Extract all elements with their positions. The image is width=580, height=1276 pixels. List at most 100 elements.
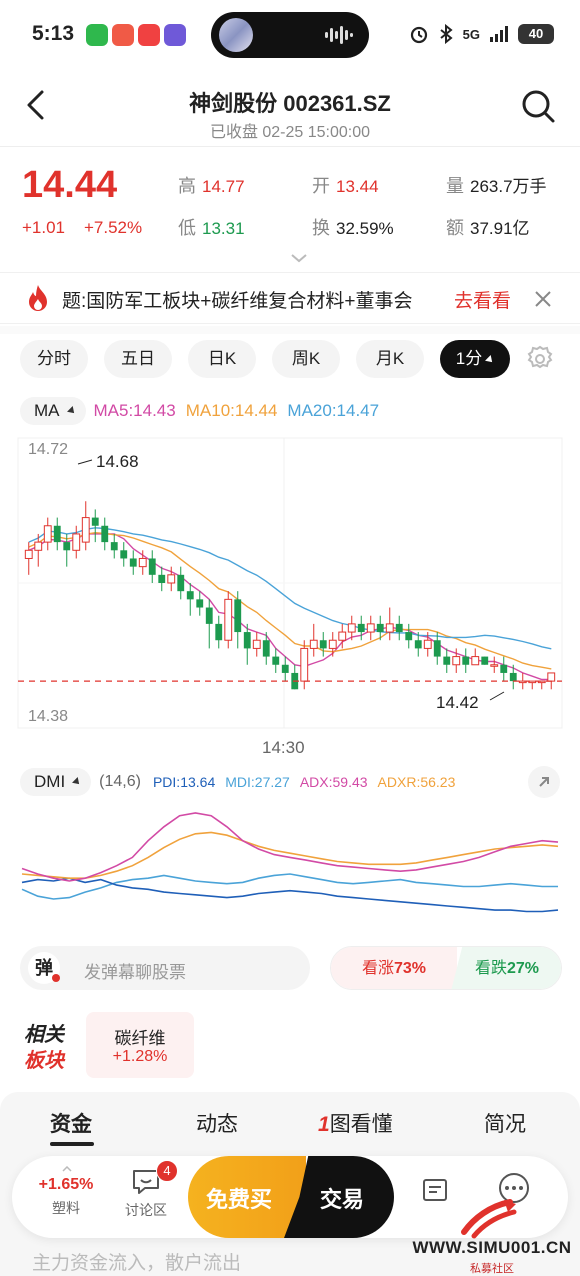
watermark: WWW.SIMU001.CN 私募社区 <box>404 1196 580 1276</box>
ma-selector[interactable]: MA <box>20 397 86 425</box>
bluetooth-icon <box>440 24 453 44</box>
candle <box>547 672 556 682</box>
candle <box>120 550 128 559</box>
fire-icon <box>29 285 47 311</box>
dynamic-island[interactable] <box>211 12 369 58</box>
danmu-input[interactable]: 弹 发弹幕聊股票 <box>20 946 310 990</box>
tab-daily[interactable]: 日K <box>188 340 256 378</box>
low-marker: 14.42 <box>436 693 479 712</box>
plastics-label: 塑料 <box>52 1200 80 1216</box>
ma10-value: MA10:14.44 <box>185 401 278 420</box>
candle <box>53 525 61 543</box>
period-tabs: 分时 五日 日K 周K 月K 1分 <box>0 340 580 380</box>
divider <box>0 146 580 147</box>
candle <box>148 558 156 575</box>
ma5-value: MA5:14.43 <box>93 401 176 420</box>
tab-intraday[interactable]: 分时 <box>20 340 88 378</box>
discussion-label: 讨论区 <box>125 1202 167 1218</box>
price-change-pct: +7.52% <box>84 218 143 237</box>
gear-icon[interactable] <box>524 343 556 375</box>
candle <box>110 542 118 551</box>
dropdown-arrow-icon <box>66 406 77 416</box>
note-icon[interactable] <box>420 1176 450 1206</box>
music-cover-icon <box>219 18 253 52</box>
expand-icon[interactable] <box>528 766 560 798</box>
news-banner[interactable]: 题:国防军工板块+碳纤维复合材料+董事会 去看看 <box>0 272 580 324</box>
tab-weekly[interactable]: 周K <box>272 340 340 378</box>
kline-chart[interactable]: 14.72 14.38 14.68 14.42 14:30 <box>0 430 580 760</box>
network-type: 5G <box>462 26 480 42</box>
sector-name: 碳纤维 <box>114 1029 166 1048</box>
candle <box>91 517 99 526</box>
back-icon[interactable] <box>22 88 52 122</box>
candle <box>443 656 451 665</box>
sentiment-bar: 看涨73% 看跌27% <box>330 946 562 990</box>
candle <box>101 525 109 543</box>
candle <box>319 640 327 649</box>
candle <box>309 639 318 649</box>
last-price: 14.44 <box>22 164 118 206</box>
status-time: 5:13 <box>32 22 75 45</box>
adxr-value: ADXR:56.23 <box>377 774 456 790</box>
watermark-sub: 私募社区 <box>470 1263 514 1275</box>
tab-funds[interactable]: 资金 <box>50 1113 92 1136</box>
adxr-line <box>21 831 559 879</box>
candle <box>481 656 489 665</box>
candle <box>81 517 90 543</box>
amount-item: 额 37.91亿 <box>446 218 530 238</box>
candle <box>347 623 356 633</box>
search-icon[interactable] <box>520 88 556 124</box>
dmi-params: (14,6) <box>99 773 141 790</box>
free-buy-button[interactable] <box>188 1156 306 1238</box>
adx-line <box>21 812 559 882</box>
quote-panel: 14.44 +1.01 +7.52% 高 14.77 开 13.44 量 263.7万… <box>0 150 580 270</box>
ma-selector-label: MA <box>34 401 60 420</box>
discussion-button[interactable]: 4 讨论区 <box>120 1160 178 1220</box>
plastics-sector-button[interactable]: +1.65% 塑料 <box>34 1166 98 1218</box>
tab-profile[interactable]: 简况 <box>484 1113 526 1136</box>
more-icon[interactable] <box>496 1170 532 1206</box>
dmi-selector-label: DMI <box>34 772 66 791</box>
low-item: 低 13.31 <box>178 218 245 238</box>
video-icon <box>112 24 134 46</box>
dmi-chart[interactable] <box>0 800 580 930</box>
close-icon[interactable] <box>534 290 552 308</box>
candle <box>167 574 176 584</box>
candle <box>177 574 185 592</box>
candle <box>186 591 194 600</box>
active-tab-indicator <box>50 1142 94 1146</box>
turnover-item: 换 32.59% <box>312 218 394 238</box>
bearish-button[interactable]: 看跌27% <box>451 947 561 989</box>
news-headline[interactable]: 题:国防军工板块+碳纤维复合材料+董事会 <box>62 291 413 312</box>
watermark-text: WWW.SIMU001.CN <box>412 1238 572 1257</box>
tab-monthly[interactable]: 月K <box>356 340 424 378</box>
danmu-placeholder: 发弹幕聊股票 <box>84 963 186 982</box>
status-bar: 5:13 5G 40 <box>0 0 580 70</box>
action-bar: +1.65% 塑料 4 讨论区 免费买 交易 <box>12 1156 568 1238</box>
sector-card[interactable]: 碳纤维 +1.28% <box>86 1012 194 1078</box>
high-marker: 14.68 <box>96 452 139 471</box>
candle <box>376 623 384 633</box>
free-buy-label: 免费买 <box>206 1187 273 1212</box>
candle <box>452 656 461 666</box>
tab-1min[interactable]: 1分 <box>440 340 510 378</box>
tab-five-day[interactable]: 五日 <box>104 340 172 378</box>
battery-icon: 40 <box>518 24 554 44</box>
tab-chart-guide[interactable]: 1图看懂 <box>318 1108 393 1138</box>
news-view-link[interactable]: 去看看 <box>454 291 512 312</box>
alarm-icon <box>410 26 427 44</box>
bullish-button[interactable]: 看涨73% <box>331 947 457 989</box>
candle <box>509 672 517 682</box>
dmi-legend: DMI (14,6) PDI:13.64 MDI:27.27 ADX:59.43… <box>20 766 560 798</box>
candle <box>205 607 213 624</box>
candle <box>252 639 261 649</box>
candle <box>395 623 403 633</box>
dmi-selector[interactable]: DMI <box>20 768 92 796</box>
chevron-down-icon[interactable] <box>289 252 309 264</box>
candle <box>528 680 537 684</box>
tab-news[interactable]: 动态 <box>196 1113 238 1136</box>
dropdown-arrow-icon <box>72 777 83 787</box>
time-label: 14:30 <box>262 738 305 757</box>
ma20-line <box>28 527 552 650</box>
pdi-line <box>21 877 559 913</box>
